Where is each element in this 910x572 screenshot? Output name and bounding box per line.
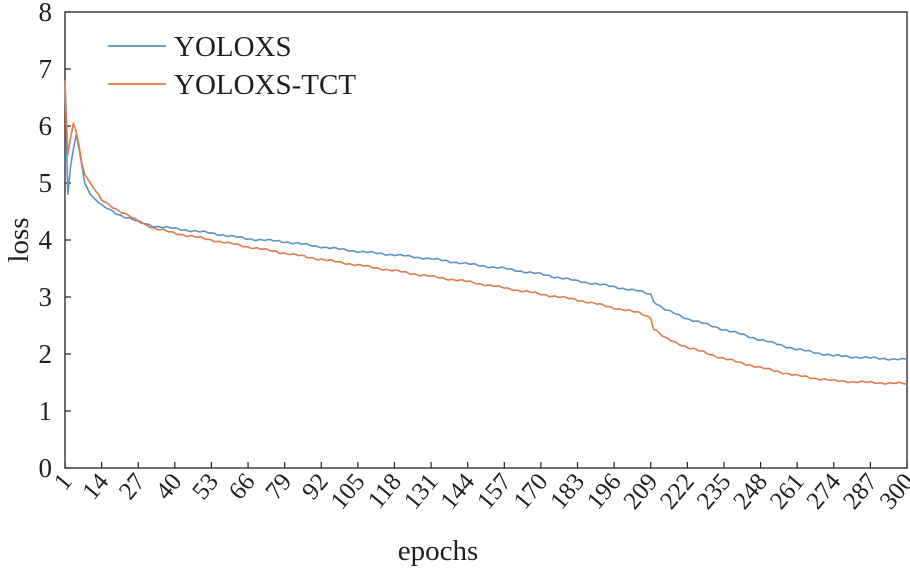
y-axis-ticks: 0 1 2 3 4 5 6 7 8	[39, 0, 71, 483]
x-axis-ticks: 1 14 27 40 53 66 79 921051181311441571701831962…	[49, 462, 910, 515]
x-tick-label: 287	[838, 469, 883, 515]
x-tick-label: 144	[436, 468, 481, 514]
x-tick-label: 157	[472, 469, 517, 515]
y-tick-label: 4	[39, 225, 53, 255]
x-tick-label: 27	[114, 469, 151, 506]
x-tick-label: 183	[545, 469, 590, 515]
x-axis-title: epochs	[398, 535, 479, 567]
series-lines	[64, 80, 908, 385]
y-tick-label: 7	[39, 54, 53, 84]
x-tick-label: 131	[399, 469, 444, 515]
legend-label: YOLOXS	[174, 31, 292, 63]
x-tick-label: 79	[260, 469, 297, 506]
x-tick-label: 196	[582, 469, 627, 515]
series-line-yoloxs	[64, 80, 908, 361]
x-tick-label: 105	[326, 469, 371, 515]
x-tick-label: 14	[77, 468, 114, 505]
series-line-yoloxs-tct	[64, 80, 908, 385]
y-tick-label: 6	[39, 111, 53, 141]
y-tick-label: 8	[39, 0, 53, 27]
y-tick-label: 5	[39, 168, 53, 198]
x-tick-label: 66	[224, 469, 261, 506]
x-tick-label: 209	[619, 469, 664, 515]
x-tick-label: 274	[802, 468, 847, 514]
legend: YOLOXS YOLOXS-TCT	[108, 31, 356, 101]
y-tick-label: 0	[39, 453, 53, 483]
y-tick-label: 1	[39, 396, 53, 426]
x-tick-label: 118	[363, 469, 407, 514]
x-tick-label: 300	[875, 469, 910, 515]
x-tick-label: 261	[765, 469, 810, 515]
x-tick-label: 40	[151, 469, 188, 506]
x-tick-label: 222	[655, 469, 700, 515]
x-tick-label: 235	[692, 469, 737, 515]
y-tick-label: 3	[39, 282, 53, 312]
x-tick-label: 53	[187, 469, 224, 506]
x-tick-label: 1	[49, 469, 78, 496]
legend-label: YOLOXS-TCT	[174, 69, 356, 101]
y-tick-label: 2	[39, 339, 53, 369]
y-axis-title: loss	[3, 217, 35, 262]
x-tick-label: 248	[728, 469, 773, 515]
x-tick-label: 170	[509, 469, 554, 515]
